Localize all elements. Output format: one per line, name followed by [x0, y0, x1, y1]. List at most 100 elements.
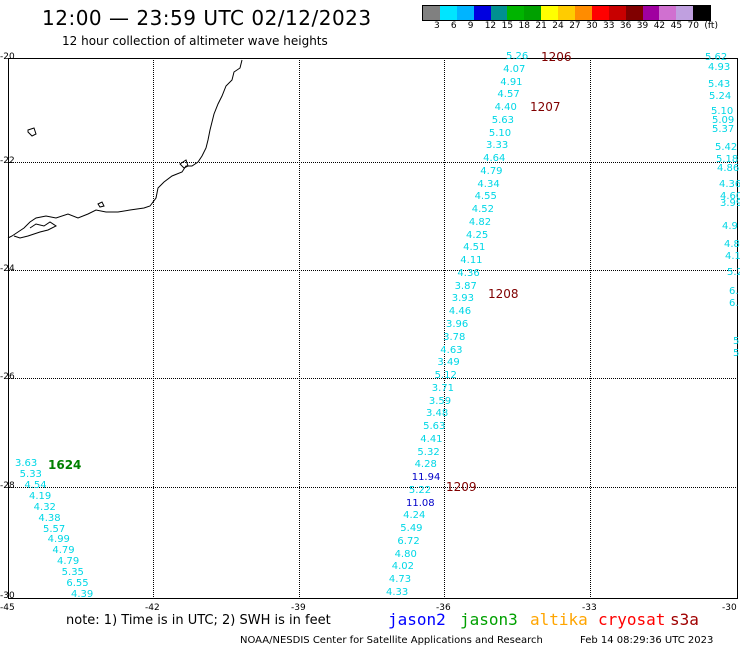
- swh-value-right-track: 5.18: [716, 154, 739, 165]
- satellite-legend-item-cryosat: cryosat: [598, 610, 666, 629]
- longitude-gridline: [590, 58, 591, 599]
- swh-value-main-track: 6.72: [397, 535, 420, 547]
- swh-value-main-track: 5.12: [434, 370, 457, 382]
- scale-swatch: [423, 6, 440, 20]
- swh-value-main-track: 4.91: [500, 76, 523, 88]
- longitude-label: -45: [0, 603, 15, 613]
- longitude-label: -42: [145, 603, 160, 613]
- credit-text: NOAA/NESDIS Center for Satellite Applica…: [240, 635, 543, 646]
- swh-value-right-track: 5.24: [709, 91, 732, 102]
- latitude-gridline: [8, 162, 738, 163]
- small-island: [97, 201, 105, 208]
- latitude-label: -28: [0, 481, 15, 491]
- swh-value-main-track: 5.26: [506, 51, 529, 62]
- pass-number-label: 1208: [488, 287, 519, 301]
- scale-label: (ft): [704, 21, 718, 31]
- latitude-label: -26: [0, 372, 15, 382]
- swh-value-right-track: 4.8: [724, 239, 740, 250]
- pass-number-label: 1209: [446, 480, 477, 494]
- swh-value-main-track: 5.10: [488, 127, 512, 139]
- swh-value-left-track: 3.63: [15, 458, 38, 469]
- swh-value-main-track: 4.55: [474, 191, 497, 203]
- swh-value-right-track: 3.99: [720, 198, 740, 209]
- swh-value-main-track: 3.33: [486, 140, 509, 152]
- swh-value-main-track: 4.46: [448, 306, 472, 318]
- satellite-legend-item-s3a: s3a: [670, 610, 699, 629]
- swh-value-main-track: 3.49: [437, 357, 460, 369]
- swh-value-main-track: 5.63: [491, 114, 514, 126]
- swh-value-main-track: 3.93: [451, 293, 474, 305]
- swh-value-main-track: 4.36: [457, 267, 480, 279]
- swh-value-left-track: 4.19: [29, 490, 52, 502]
- longitude-gridline: [153, 58, 154, 599]
- swh-value-main-track: 4.28: [414, 459, 437, 471]
- longitude-gridline: [444, 58, 445, 599]
- swh-value-left-track: 4.54: [24, 479, 47, 491]
- scale-swatch: [507, 6, 525, 20]
- latitude-label: -30: [0, 591, 15, 601]
- scale-label: 21: [535, 21, 547, 31]
- scale-label: 42: [653, 21, 666, 31]
- swh-value-main-track: 5.49: [400, 523, 423, 535]
- swh-value-main-track: 4.63: [440, 344, 463, 356]
- scale-swatch: [608, 6, 626, 20]
- swh-value-main-track: 4.80: [394, 548, 417, 560]
- swh-value-main-track: 4.79: [480, 165, 503, 177]
- scale-swatch: [490, 6, 508, 20]
- swh-value-right-track: 6.: [729, 298, 739, 309]
- swh-value-main-track: 4.52: [471, 204, 494, 216]
- swh-value-left-track: 5.57: [43, 523, 66, 535]
- swh-value-main-track: 5.63: [423, 421, 446, 433]
- swh-value-main-track: 4.82: [468, 216, 492, 228]
- swh-value-main-track: 3.71: [431, 382, 454, 394]
- swh-value-right-track: 4.86: [717, 163, 740, 174]
- longitude-label: -33: [582, 603, 597, 613]
- scale-swatch: [456, 6, 474, 20]
- swh-value-left-track: 4.38: [38, 512, 61, 524]
- swh-value-left-track: 4.39: [71, 589, 94, 600]
- scale-swatch: [676, 6, 694, 20]
- latitude-label: -24: [0, 264, 15, 274]
- scale-label: 70: [687, 21, 699, 31]
- swh-value-right-track: 5.43: [708, 79, 731, 90]
- swh-value-right-track: 5.2: [727, 267, 740, 278]
- swh-value-right-track: 5.62: [705, 52, 728, 63]
- swh-value-right-track: 5.37: [712, 124, 735, 135]
- scale-label: 24: [552, 21, 564, 31]
- satellite-legend-item-jason3: jason3: [460, 610, 518, 629]
- swh-value-right-track: 5: [733, 336, 740, 347]
- scale-label: 36: [619, 21, 632, 31]
- longitude-label: -39: [291, 603, 306, 613]
- swh-value-left-track: 4.99: [47, 534, 70, 546]
- scale-label: 30: [586, 21, 598, 31]
- swh-value-main-track: 5.22: [408, 484, 432, 496]
- swh-value-main-track: 3.48: [426, 408, 449, 420]
- scale-label: 9: [467, 21, 474, 31]
- scale-label: 3: [434, 21, 440, 31]
- map-frame: [8, 58, 738, 599]
- swh-value-right-track: 5.10: [711, 106, 734, 117]
- legend-note: note: 1) Time is in UTC; 2) SWH is in fe…: [66, 613, 331, 628]
- scale-swatch: [439, 6, 457, 20]
- swh-value-main-track: 5.32: [417, 446, 440, 458]
- swh-value-left-track: 6.55: [66, 578, 89, 590]
- map-title: 12:00 — 23:59 UTC 02/12/2023: [42, 6, 372, 30]
- swh-value-main-track: 4.33: [386, 587, 409, 598]
- pass-number-label: 1206: [541, 50, 572, 64]
- swh-value-left-track: 5.33: [19, 468, 42, 480]
- pass-number-label: 1207: [530, 100, 561, 114]
- south-america-coastline: [7, 59, 243, 239]
- scale-label: 45: [670, 21, 683, 31]
- scale-swatch: [591, 6, 609, 20]
- island-shape: [27, 127, 37, 137]
- swh-value-main-track: 3.96: [446, 319, 469, 330]
- swh-value-left-track: 4.79: [52, 545, 75, 557]
- latitude-label: -22: [0, 156, 15, 166]
- scale-swatch: [524, 6, 542, 20]
- swh-value-right-track: 4.60: [720, 191, 740, 202]
- swh-value-main-track: 4.40: [494, 102, 517, 114]
- swh-value-main-track: 4.25: [466, 229, 489, 241]
- swh-value-main-track: 4.64: [483, 153, 506, 165]
- swh-value-main-track: 4.02: [391, 561, 414, 573]
- pass-number-label: 1624: [48, 458, 82, 472]
